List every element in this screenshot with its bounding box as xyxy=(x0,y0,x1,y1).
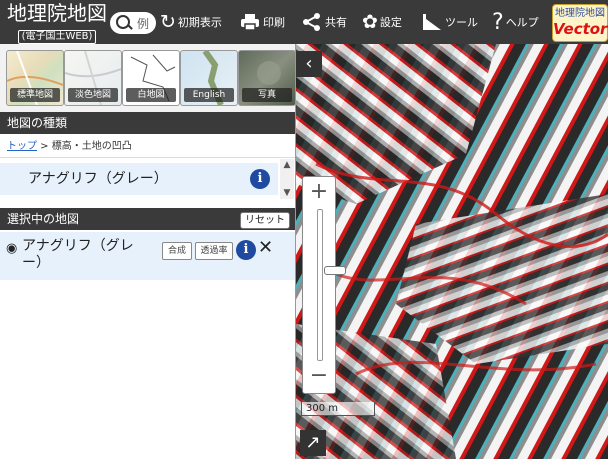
search-placeholder: 例 xyxy=(137,17,150,31)
scroll-up-icon[interactable]: ▲ xyxy=(283,160,291,170)
map-view[interactable]: ‹ + − 300 m ↗ xyxy=(296,44,608,459)
info-icon[interactable]: i xyxy=(250,169,270,189)
zoom-slider-track[interactable] xyxy=(317,209,346,361)
zoom-slider-handle[interactable] xyxy=(324,266,346,275)
basemap-tile-pale[interactable]: 淡色地図 xyxy=(64,50,122,106)
selected-layer-row: ◉ アナグリフ（グレー） 合成 透過率 i ✕ xyxy=(0,232,295,280)
logo-title: 地理院地図 xyxy=(7,1,107,25)
vector-link-badge[interactable]: 地理院地図 Vector xyxy=(552,4,608,42)
side-panel: 標準地図 淡色地図 白地図 English 写真 地図の種類 トップ > 標高・… xyxy=(0,44,296,459)
zoom-control: + − xyxy=(302,176,346,394)
selected-layer-name: アナグリフ（グレー） xyxy=(22,238,134,271)
list-item[interactable]: アナグリフ（グレー） i xyxy=(0,163,278,195)
anaglyph-terrain xyxy=(296,44,608,459)
gear-icon: ✿ xyxy=(362,10,378,33)
print-button[interactable]: 印刷 xyxy=(240,0,285,44)
top-toolbar: 地理院地図 (電子国土WEB) 例 ↻ 初期表示 印刷 共有 ✿ 設定 xyxy=(0,0,608,44)
settings-button[interactable]: ✿ 設定 xyxy=(362,10,402,33)
map-type-list: アナグリフ（グレー） i xyxy=(0,159,280,199)
tools-button[interactable]: ツール xyxy=(422,0,478,44)
reset-button[interactable]: リセット xyxy=(240,212,290,229)
breadcrumb-top-link[interactable]: トップ xyxy=(7,141,37,152)
combine-button[interactable]: 合成 xyxy=(162,242,192,260)
basemap-tile-english[interactable]: English xyxy=(180,50,238,106)
breadcrumb: トップ > 標高・土地の凹凸 xyxy=(0,136,295,158)
close-icon[interactable]: ✕ xyxy=(258,237,274,258)
search-icon xyxy=(116,15,130,29)
basemap-tile-blank[interactable]: 白地図 xyxy=(122,50,180,106)
help-button[interactable]: ? ヘルプ xyxy=(492,9,539,35)
opacity-button[interactable]: 透過率 xyxy=(195,242,233,260)
share-icon xyxy=(303,13,320,31)
scale-bar: 300 m xyxy=(301,402,375,416)
map-type-scrollbar[interactable]: ▲ ▼ xyxy=(280,159,294,199)
scroll-down-icon[interactable]: ▼ xyxy=(283,188,291,198)
ruler-icon xyxy=(423,14,441,30)
expand-arrow-icon[interactable]: ↗ xyxy=(300,430,326,456)
breadcrumb-current: > 標高・土地の凹凸 xyxy=(37,141,132,152)
eye-icon[interactable]: ◉ xyxy=(6,241,18,256)
basemap-selector: 標準地図 淡色地図 白地図 English 写真 xyxy=(0,44,296,112)
selected-maps-heading: 選択中の地図 リセット xyxy=(0,208,295,230)
search-input[interactable]: 例 xyxy=(110,12,156,34)
info-icon[interactable]: i xyxy=(236,240,256,260)
zoom-in-button[interactable]: + xyxy=(309,179,329,204)
reset-view-button[interactable]: ↻ 初期表示 xyxy=(160,10,222,33)
map-types-heading: 地図の種類 xyxy=(0,112,295,134)
printer-icon xyxy=(241,14,259,31)
basemap-tile-standard[interactable]: 標準地図 xyxy=(6,50,64,106)
refresh-icon: ↻ xyxy=(160,10,176,33)
question-icon: ? xyxy=(492,9,504,35)
share-button[interactable]: 共有 xyxy=(302,0,347,44)
zoom-out-button[interactable]: − xyxy=(309,363,329,388)
app-logo[interactable]: 地理院地図 (電子国土WEB) xyxy=(7,1,107,44)
collapse-panel-button[interactable]: ‹ xyxy=(296,51,322,77)
logo-subtitle: (電子国土WEB) xyxy=(17,30,97,44)
basemap-tile-photo[interactable]: 写真 xyxy=(238,50,296,106)
